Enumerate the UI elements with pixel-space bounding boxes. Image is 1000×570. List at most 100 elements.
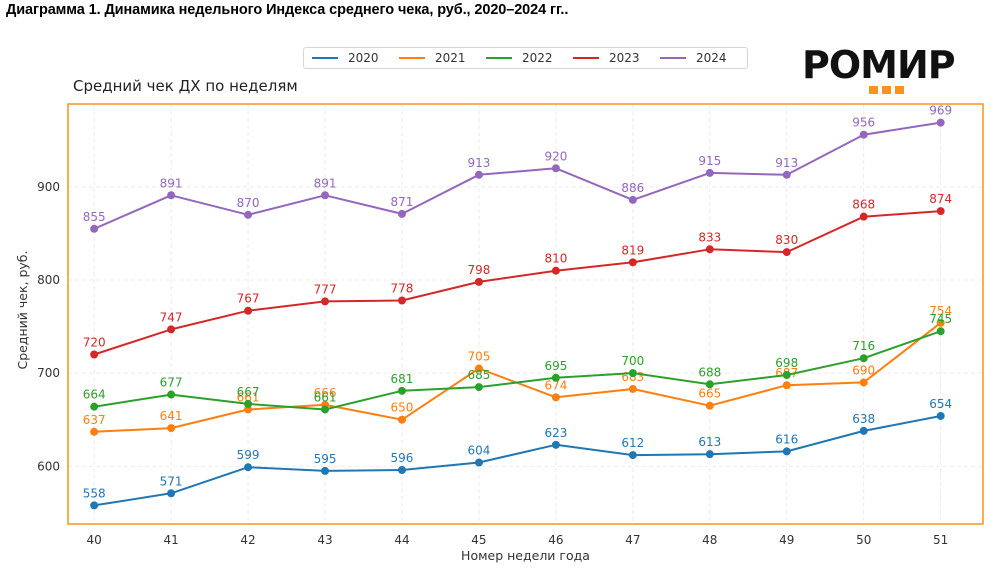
data-label-2020: 638 [852,412,875,426]
x-tick-label: 51 [933,533,948,547]
y-axis-label: Средний чек, руб. [15,251,30,370]
data-label-2023: 830 [775,233,798,247]
data-label-2023: 777 [314,282,337,296]
data-point-2020 [397,465,406,474]
x-tick-label: 50 [856,533,871,547]
legend-item-2023: 2023 [573,51,660,65]
data-label-2022: 695 [544,359,567,373]
data-label-2021: 666 [314,386,337,400]
data-label-2022: 698 [775,356,798,370]
data-point-2024 [551,164,560,173]
x-tick-label: 43 [317,533,332,547]
data-point-2022 [628,369,637,378]
data-label-2023: 767 [237,292,260,306]
data-label-2022: 661 [314,390,337,404]
data-label-2023: 747 [160,310,183,324]
data-label-2023: 868 [852,198,875,212]
data-label-2022: 681 [391,372,414,386]
data-point-2020 [705,450,714,459]
data-label-2020: 613 [698,435,721,449]
y-tick-label: 700 [37,366,60,380]
data-label-2023: 833 [698,230,721,244]
data-point-2020 [244,463,253,472]
data-label-2022: 745 [929,312,952,326]
data-point-2023 [397,296,406,305]
x-axis-label: Номер недели года [461,548,590,563]
data-point-2021 [782,381,791,390]
data-label-2023: 874 [929,192,952,206]
data-point-2023 [167,325,176,334]
data-label-2024: 871 [391,195,414,209]
data-label-2020: 595 [314,452,337,466]
data-point-2024 [397,209,406,218]
legend-swatch [573,57,599,59]
data-point-2022 [397,386,406,395]
data-label-2024: 891 [314,176,337,190]
data-point-2021 [936,318,945,327]
data-point-2020 [474,458,483,467]
legend-item-2021: 2021 [399,51,486,65]
legend-label: 2022 [522,51,553,65]
data-point-2020 [167,489,176,498]
data-point-2021 [167,424,176,433]
data-label-2022: 664 [83,388,106,402]
data-label-2021: 637 [83,413,106,427]
data-point-2024 [628,195,637,204]
y-tick-label: 900 [37,180,60,194]
logo-dot [869,86,878,94]
data-label-2024: 855 [83,210,106,224]
data-label-2023: 720 [83,336,106,350]
legend-item-2022: 2022 [486,51,573,65]
x-tick-label: 41 [163,533,178,547]
legend-label: 2024 [696,51,727,65]
legend-swatch [312,57,338,59]
data-point-2024 [244,210,253,219]
plot-frame [67,103,984,525]
data-point-2022 [859,354,868,363]
data-label-2022: 685 [467,368,490,382]
data-label-2024: 886 [621,181,644,195]
data-point-2023 [628,258,637,267]
data-point-2020 [859,426,868,435]
data-label-2023: 798 [467,263,490,277]
data-point-2021 [397,415,406,424]
data-label-2021: 705 [467,349,490,363]
x-tick-label: 40 [87,533,102,547]
data-point-2020 [782,447,791,456]
data-point-2022 [474,383,483,392]
data-label-2023: 810 [544,252,567,266]
data-label-2021: 690 [852,363,875,377]
data-label-2021: 641 [160,409,183,423]
data-point-2021 [628,384,637,393]
data-point-2023 [551,266,560,275]
data-label-2020: 599 [237,448,260,462]
data-point-2022 [90,402,99,411]
data-label-2021: 650 [391,401,414,415]
data-label-2023: 819 [621,243,644,257]
series-line-2023 [93,210,941,356]
data-label-2024: 920 [544,149,567,163]
data-point-2023 [90,350,99,359]
legend-swatch [660,57,686,59]
logo-dot [882,86,891,94]
x-tick-label: 45 [471,533,486,547]
y-tick-label: 600 [37,459,60,473]
data-point-2024 [167,191,176,200]
data-point-2024 [782,170,791,179]
data-point-2022 [551,373,560,382]
data-point-2024 [859,130,868,139]
data-label-2024: 956 [852,116,875,130]
data-point-2020 [628,451,637,460]
x-tick-label: 48 [702,533,717,547]
data-label-2021: 661 [237,390,260,404]
data-point-2021 [244,405,253,414]
legend-label: 2023 [609,51,640,65]
logo-text: РОМИР [802,43,956,87]
y-tick-label: 800 [37,273,60,287]
data-label-2020: 616 [775,432,798,446]
data-label-2024: 891 [160,176,183,190]
data-point-2021 [705,401,714,410]
data-point-2021 [551,393,560,402]
series-line-2020 [94,415,941,507]
data-point-2024 [705,168,714,177]
